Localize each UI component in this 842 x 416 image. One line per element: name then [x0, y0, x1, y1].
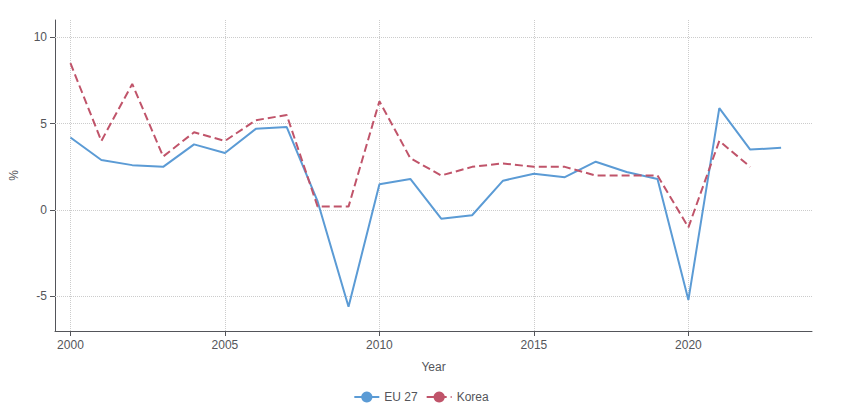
svg-text:EU 27: EU 27 — [384, 390, 418, 404]
svg-text:10: 10 — [34, 30, 48, 44]
svg-text:2020: 2020 — [675, 338, 702, 352]
svg-text:0: 0 — [40, 203, 47, 217]
svg-text:5: 5 — [40, 117, 47, 131]
svg-text:2005: 2005 — [212, 338, 239, 352]
svg-text:2000: 2000 — [57, 338, 84, 352]
svg-text:2010: 2010 — [366, 338, 393, 352]
svg-text:%: % — [7, 170, 21, 181]
svg-text:Year: Year — [421, 360, 445, 374]
svg-text:2015: 2015 — [521, 338, 548, 352]
svg-text:-5: -5 — [36, 289, 47, 303]
svg-text:Korea: Korea — [457, 390, 489, 404]
